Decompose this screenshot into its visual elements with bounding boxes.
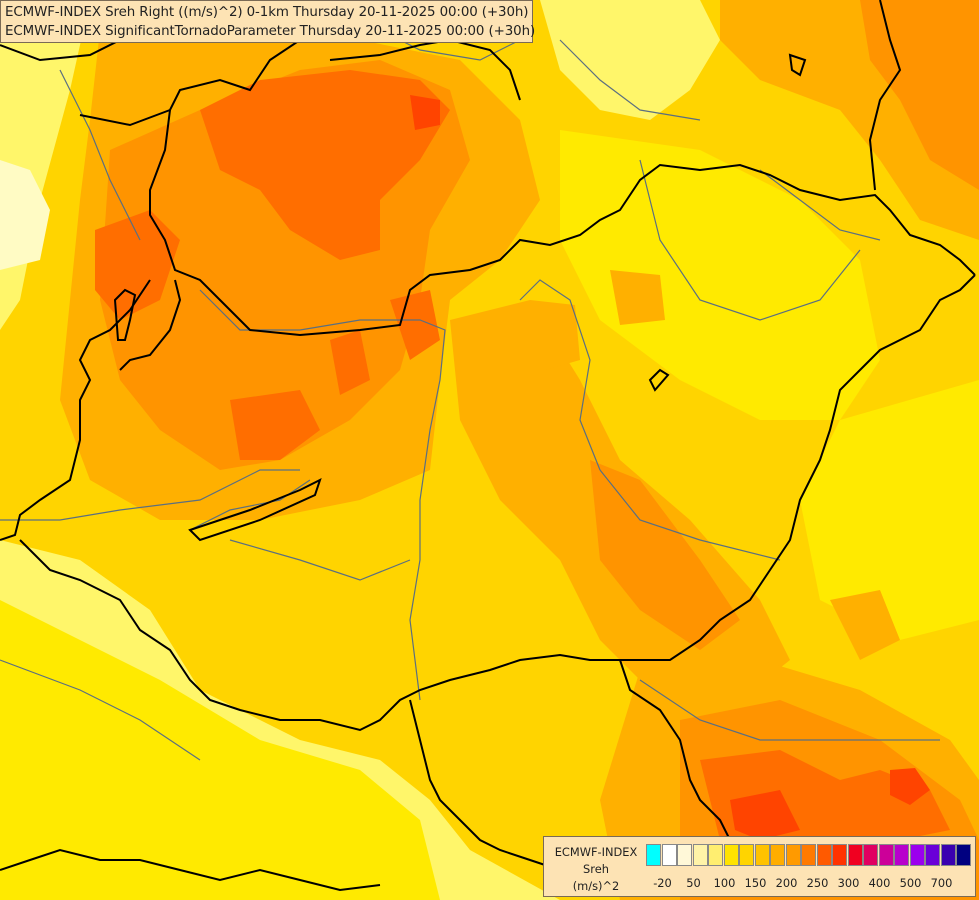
- legend-swatch: [878, 844, 894, 866]
- legend-swatch: [940, 844, 956, 866]
- legend-unit: (m/s)^2: [572, 879, 620, 893]
- legend-swatch: [646, 844, 661, 866]
- legend-swatch: [832, 844, 847, 866]
- legend-tick-label: 200: [775, 876, 798, 890]
- legend-tick-label: 500: [899, 876, 922, 890]
- legend-swatch: [816, 844, 832, 866]
- legend-swatch: [661, 844, 677, 866]
- legend-swatch: [785, 844, 801, 866]
- legend-swatch: [754, 844, 770, 866]
- legend-tick-label: 150: [744, 876, 767, 890]
- legend-swatch: [801, 844, 816, 866]
- title-line-1: ECMWF-INDEX Sreh Right ((m/s)^2) 0-1km T…: [5, 5, 529, 20]
- legend-title: ECMWF-INDEX: [554, 845, 638, 859]
- legend-swatch: [956, 844, 971, 866]
- legend-swatch: [894, 844, 909, 866]
- map-title-box: ECMWF-INDEX Sreh Right ((m/s)^2) 0-1km T…: [0, 0, 536, 43]
- legend-swatch: [770, 844, 785, 866]
- legend-tick-label: 400: [868, 876, 891, 890]
- legend-swatch: [692, 844, 708, 866]
- legend-swatch: [909, 844, 925, 866]
- legend-swatch: [863, 844, 878, 866]
- legend-tick-label: 250: [806, 876, 829, 890]
- legend-tick-label: 700: [930, 876, 953, 890]
- legend-tick-label: -20: [653, 876, 672, 890]
- legend-variable: Sreh: [583, 862, 609, 876]
- legend-tick-label: 300: [837, 876, 860, 890]
- color-legend: ECMWF-INDEX Sreh (m/s)^2 -20 50 100 150 200 2…: [543, 836, 976, 897]
- legend-tick-label: 100: [713, 876, 736, 890]
- legend-swatch: [847, 844, 863, 866]
- legend-swatch: [925, 844, 940, 866]
- legend-swatch: [708, 844, 723, 866]
- legend-tick-label: 50: [686, 876, 701, 890]
- legend-swatch: [677, 844, 692, 866]
- title-line-2: ECMWF-INDEX SignificantTornadoParameter …: [5, 24, 536, 39]
- legend-swatch: [723, 844, 739, 866]
- legend-swatch: [739, 844, 754, 866]
